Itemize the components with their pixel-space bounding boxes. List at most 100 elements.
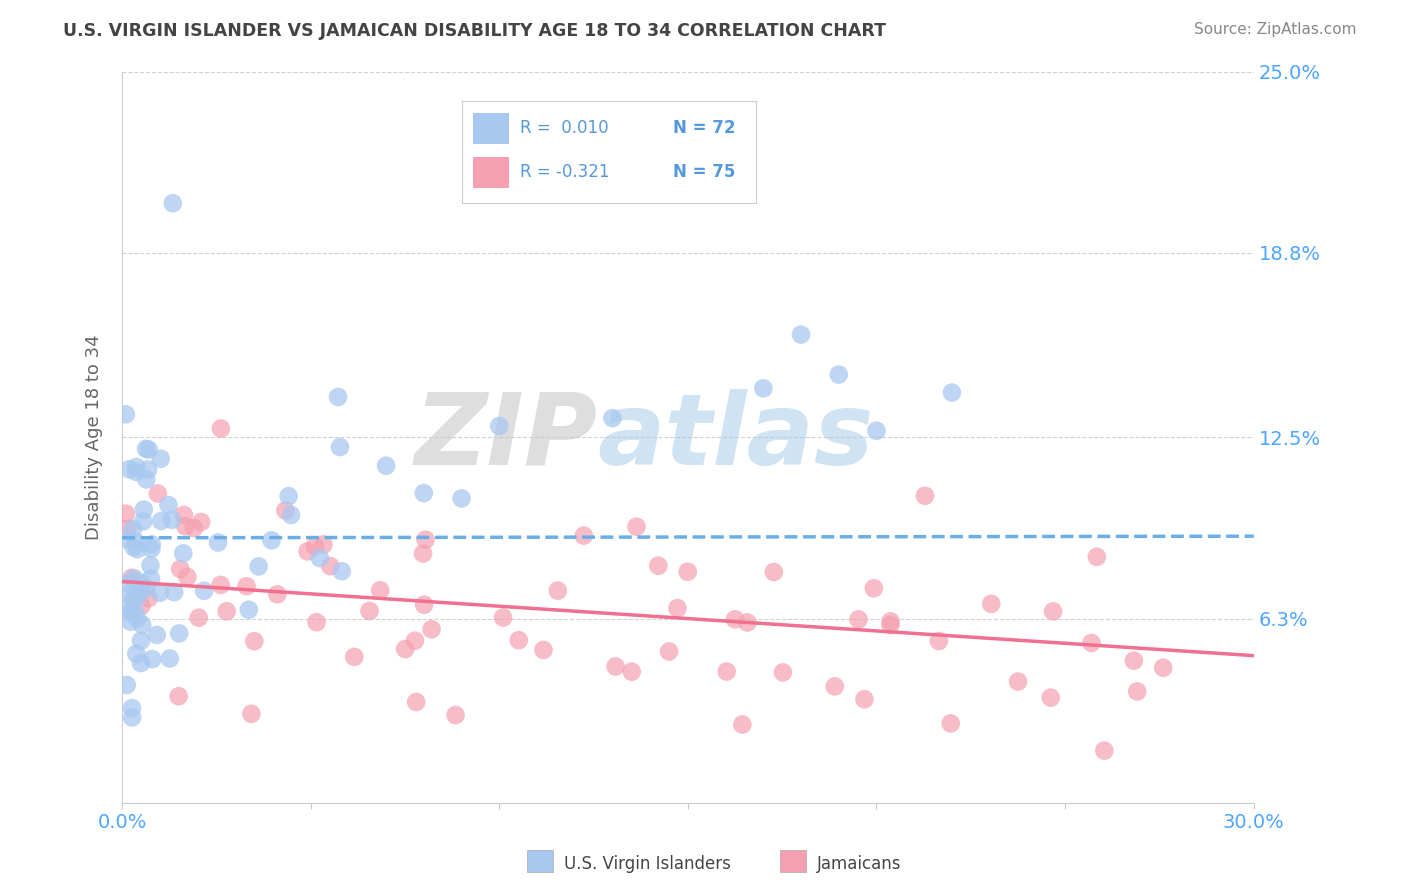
- Point: [1085, 549, 1108, 564]
- Point: [129, 656, 152, 670]
- Point: [135, 473, 157, 487]
- Point: [572, 528, 595, 542]
- Point: [928, 634, 950, 648]
- Point: [1122, 654, 1144, 668]
- Point: [305, 615, 328, 630]
- Point: [266, 587, 288, 601]
- Point: [375, 458, 398, 473]
- Point: [304, 539, 326, 553]
- Point: [115, 533, 138, 547]
- Point: [207, 535, 229, 549]
- Point: [879, 618, 901, 632]
- Point: [138, 442, 160, 457]
- Point: [173, 508, 195, 522]
- Point: [121, 710, 143, 724]
- Point: [450, 491, 472, 506]
- Point: [174, 519, 197, 533]
- Point: [658, 644, 681, 658]
- Point: [676, 565, 699, 579]
- Point: [277, 489, 299, 503]
- Point: [1152, 661, 1174, 675]
- Point: [404, 633, 426, 648]
- Point: [941, 385, 963, 400]
- Text: atlas: atlas: [598, 389, 875, 486]
- Text: U.S. VIRGIN ISLANDER VS JAMAICAN DISABILITY AGE 18 TO 34 CORRELATION CHART: U.S. VIRGIN ISLANDER VS JAMAICAN DISABIL…: [63, 22, 886, 40]
- Point: [129, 633, 152, 648]
- Point: [914, 489, 936, 503]
- Point: [141, 541, 163, 556]
- Point: [131, 575, 153, 590]
- Point: [492, 610, 515, 624]
- Point: [415, 533, 437, 547]
- Point: [131, 599, 153, 613]
- Point: [274, 503, 297, 517]
- Point: [129, 583, 152, 598]
- Point: [139, 572, 162, 586]
- Point: [163, 585, 186, 599]
- Point: [127, 542, 149, 557]
- Point: [330, 564, 353, 578]
- Point: [762, 565, 785, 579]
- Point: [412, 486, 434, 500]
- Point: [1042, 604, 1064, 618]
- Text: Source: ZipAtlas.com: Source: ZipAtlas.com: [1194, 22, 1357, 37]
- Point: [209, 578, 232, 592]
- Point: [297, 544, 319, 558]
- Point: [879, 615, 901, 629]
- Point: [145, 628, 167, 642]
- Point: [132, 515, 155, 529]
- Point: [547, 583, 569, 598]
- Point: [136, 462, 159, 476]
- Point: [120, 605, 142, 619]
- Point: [160, 513, 183, 527]
- Point: [280, 508, 302, 522]
- Point: [1039, 690, 1062, 705]
- Point: [135, 442, 157, 456]
- Point: [115, 678, 138, 692]
- Point: [312, 537, 335, 551]
- Point: [122, 522, 145, 536]
- Point: [848, 612, 870, 626]
- Point: [120, 615, 142, 629]
- Point: [124, 571, 146, 585]
- Point: [120, 587, 142, 601]
- Point: [531, 643, 554, 657]
- Point: [117, 522, 139, 536]
- Point: [1080, 636, 1102, 650]
- Point: [939, 716, 962, 731]
- Point: [117, 576, 139, 591]
- Point: [125, 647, 148, 661]
- Point: [319, 559, 342, 574]
- Point: [444, 708, 467, 723]
- Point: [114, 507, 136, 521]
- Point: [176, 570, 198, 584]
- Point: [183, 521, 205, 535]
- Point: [122, 541, 145, 555]
- Point: [135, 582, 157, 596]
- Point: [167, 626, 190, 640]
- Point: [488, 419, 510, 434]
- Point: [132, 502, 155, 516]
- Point: [368, 583, 391, 598]
- Point: [240, 706, 263, 721]
- Point: [190, 515, 212, 529]
- Point: [118, 462, 141, 476]
- Point: [772, 665, 794, 680]
- Point: [412, 547, 434, 561]
- Point: [125, 465, 148, 479]
- Point: [359, 604, 381, 618]
- Point: [122, 592, 145, 607]
- Point: [167, 690, 190, 704]
- Point: [647, 558, 669, 573]
- Point: [141, 537, 163, 551]
- Point: [752, 381, 775, 395]
- Point: [146, 486, 169, 500]
- Point: [329, 440, 352, 454]
- Point: [121, 571, 143, 585]
- Point: [420, 622, 443, 636]
- Point: [235, 579, 257, 593]
- Point: [1126, 684, 1149, 698]
- Point: [162, 196, 184, 211]
- Point: [862, 581, 884, 595]
- Point: [141, 652, 163, 666]
